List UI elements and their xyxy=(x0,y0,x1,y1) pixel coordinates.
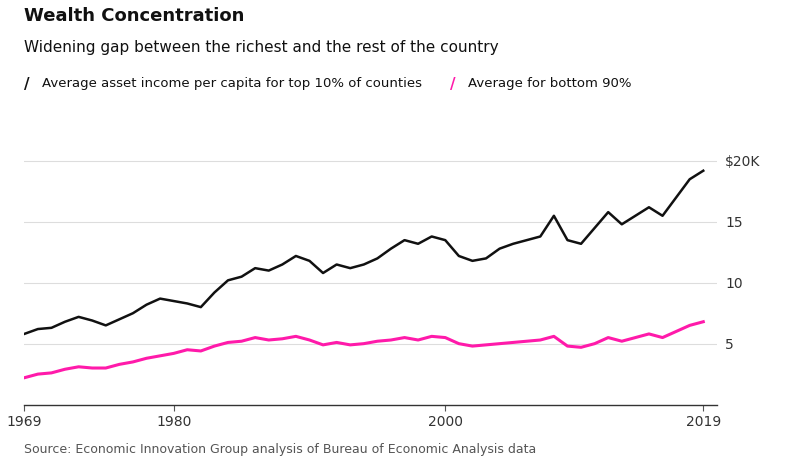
Text: Widening gap between the richest and the rest of the country: Widening gap between the richest and the… xyxy=(24,40,499,54)
Text: /: / xyxy=(450,77,455,92)
Text: Source: Economic Innovation Group analysis of Bureau of Economic Analysis data: Source: Economic Innovation Group analys… xyxy=(24,443,536,456)
Text: Wealth Concentration: Wealth Concentration xyxy=(24,7,245,25)
Text: /: / xyxy=(24,77,30,92)
Text: Average asset income per capita for top 10% of counties: Average asset income per capita for top … xyxy=(42,77,422,90)
Text: Average for bottom 90%: Average for bottom 90% xyxy=(468,77,632,90)
